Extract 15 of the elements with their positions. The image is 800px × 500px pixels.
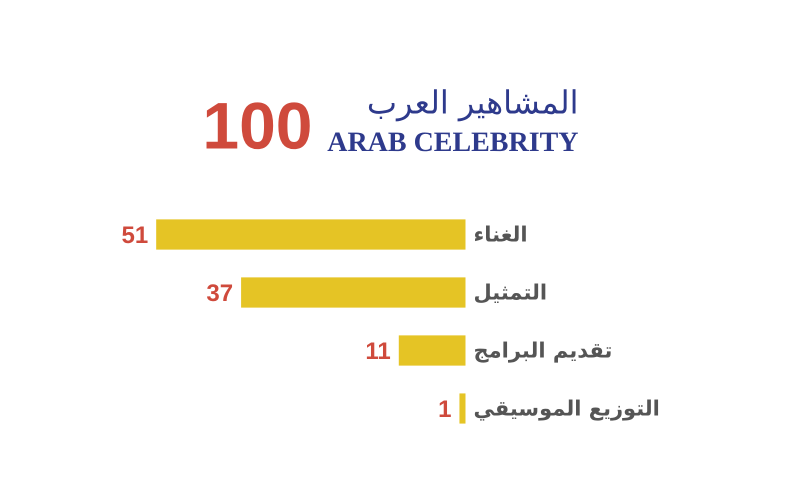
data-label: 37	[206, 280, 234, 307]
bar	[398, 335, 466, 366]
bar	[459, 393, 466, 424]
data-label: 51	[121, 222, 148, 249]
text: 100	[202, 88, 313, 162]
bar	[156, 219, 466, 250]
data-label: 1	[438, 396, 452, 423]
chart-subtitle: ARAB CELEBRITY	[327, 127, 579, 158]
y-tick-label: التوزيع الموسيقي	[474, 396, 660, 422]
y-tick-label: الغناء	[474, 222, 528, 246]
y-tick-label: التمثيل	[474, 280, 548, 304]
bar	[241, 277, 466, 308]
data-label: 11	[365, 338, 391, 365]
y-tick-label: تقديم البرامج	[474, 338, 612, 364]
chart-title: المشاهير العرب	[366, 84, 578, 122]
